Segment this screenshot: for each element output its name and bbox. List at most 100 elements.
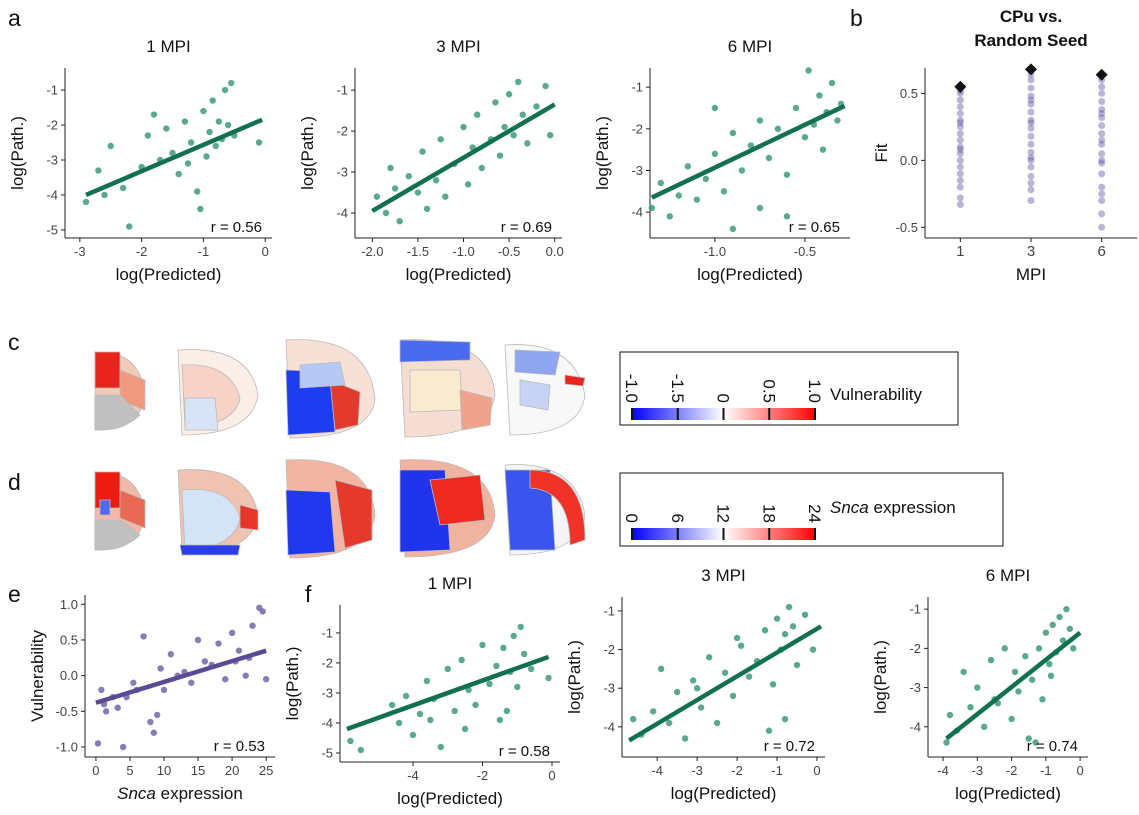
y-tick-label: -4 <box>909 719 921 734</box>
y-tick-label: -1 <box>909 602 921 617</box>
x-tick-label: -2 <box>731 763 743 778</box>
y-tick-label: -2 <box>336 124 348 139</box>
point <box>510 632 517 640</box>
y-tick-label: -4 <box>631 205 643 220</box>
point <box>423 677 431 685</box>
point <box>194 188 201 195</box>
annotation: r = 0.53 <box>214 738 265 755</box>
point <box>546 131 554 139</box>
point <box>1027 148 1035 156</box>
point <box>1056 613 1063 621</box>
chart-title: 6 MPI <box>986 566 1030 585</box>
x-tick-label: 10 <box>157 763 171 778</box>
y-tick-label: 0.5 <box>60 632 78 647</box>
colorbar-tick-label: 0 <box>622 514 641 523</box>
y-tick-label: -2 <box>909 641 921 656</box>
point <box>197 205 204 213</box>
point <box>461 725 469 733</box>
point <box>201 658 209 665</box>
point <box>153 711 161 719</box>
panel-label: f <box>305 581 312 607</box>
point <box>783 213 791 220</box>
point <box>781 715 789 723</box>
y-tick-label: -5 <box>46 222 58 237</box>
point <box>200 107 207 115</box>
colorbar-tick-label: 0 <box>714 394 733 403</box>
point <box>1027 197 1035 205</box>
chart-title: 1 MPI <box>428 574 472 593</box>
point <box>673 688 681 696</box>
point <box>1027 119 1035 127</box>
best-fit-marker <box>954 80 967 93</box>
x-tick-label: -1 <box>198 244 210 259</box>
point <box>206 128 213 136</box>
y-tick-label: -3 <box>321 685 333 700</box>
x-tick-label: -0.5 <box>498 244 520 259</box>
y-tick-label: -1 <box>321 625 333 640</box>
point <box>711 104 719 112</box>
point <box>956 123 964 131</box>
point <box>1098 140 1106 148</box>
point <box>1098 136 1106 144</box>
point <box>649 708 657 715</box>
point <box>255 139 263 146</box>
point <box>163 125 170 132</box>
point <box>98 686 105 694</box>
chart-title: 6 MPI <box>728 37 772 56</box>
annotation: r = 0.72 <box>764 738 815 755</box>
point <box>1070 645 1077 652</box>
fit-line <box>650 103 846 200</box>
point <box>187 139 195 146</box>
fit-line <box>85 117 263 198</box>
point <box>956 116 964 124</box>
point <box>805 67 812 74</box>
point <box>395 719 403 727</box>
point <box>119 743 127 751</box>
point <box>1027 96 1035 104</box>
point <box>665 719 673 727</box>
point <box>693 196 701 203</box>
point <box>460 123 467 131</box>
point <box>414 189 422 196</box>
point <box>82 198 90 206</box>
fit-line <box>346 654 550 732</box>
y-tick-label: 0.5 <box>900 86 918 101</box>
point <box>1098 110 1106 118</box>
point <box>167 651 175 658</box>
x-tick-label: 5 <box>126 763 133 778</box>
colorbar-frame <box>619 351 959 426</box>
point <box>1025 735 1032 742</box>
point <box>956 146 964 154</box>
point <box>357 746 365 754</box>
point <box>114 704 121 711</box>
point <box>107 142 114 150</box>
point <box>756 117 764 124</box>
point <box>705 654 713 661</box>
y-axis-label: log(Path.) <box>871 640 890 714</box>
point <box>188 679 195 686</box>
point <box>974 684 981 691</box>
point <box>432 177 440 184</box>
colorbar-title-rest: expression <box>873 498 955 517</box>
x-tick-label: -2 <box>477 768 489 783</box>
x-tick-label: 0 <box>262 244 269 259</box>
point <box>1027 124 1035 132</box>
point <box>402 692 410 700</box>
best-fit-marker <box>1095 68 1108 81</box>
colorbar-tick-label: -1.5 <box>668 374 687 403</box>
point <box>792 104 800 112</box>
brain-sections-c <box>94 339 586 439</box>
point <box>473 111 481 118</box>
point <box>1098 89 1106 97</box>
point <box>387 164 394 172</box>
point <box>967 703 974 711</box>
point <box>681 735 689 742</box>
point <box>479 641 486 649</box>
x-tick-label: -1.0 <box>704 244 726 259</box>
point <box>1098 150 1106 158</box>
point <box>1027 154 1035 162</box>
point <box>212 142 219 150</box>
point <box>1028 676 1036 683</box>
x-axis-label: MPI <box>1016 265 1046 284</box>
